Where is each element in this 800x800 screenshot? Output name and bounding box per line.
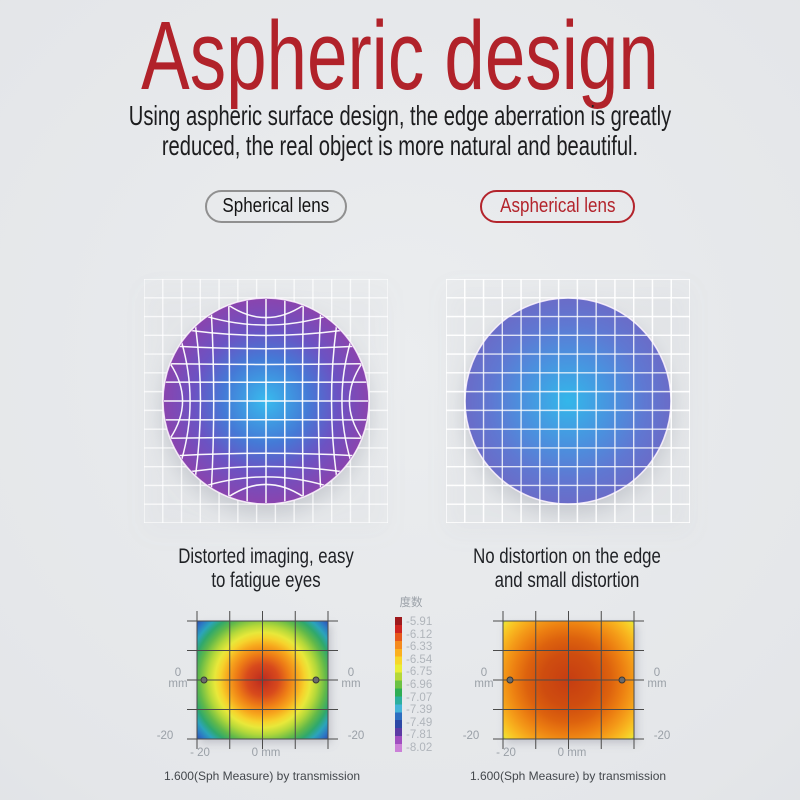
subtitle-line-2: reduced, the real object is more natural… (161, 130, 639, 161)
heatmap-grid-overlay (493, 611, 644, 749)
colorbar-tick-label: -6.12 (406, 628, 433, 641)
page-title: Aspheric design (141, 1, 659, 110)
heatmap-aspherical (493, 611, 644, 749)
aspherical-lens-caption: No distortion on the edge and small dist… (447, 545, 687, 593)
spherical-lens-caption: Distorted imaging, easy to fatigue eyes (146, 545, 386, 593)
axis-label-x-neg20: - 20 (496, 747, 516, 759)
colorbar-tick-label: -7.49 (406, 716, 433, 729)
axis-label-y-neg20-right: -20 (347, 730, 365, 742)
colorbar-tick-label: -7.39 (406, 704, 433, 717)
axis-label-y-zero-left: 0 mm (168, 667, 188, 690)
spherical-caption-line-2: to fatigue eyes (211, 569, 321, 592)
heatmap-footer-right: 1.600(Sph Measure) by transmission (469, 769, 667, 783)
distorted-grid (164, 299, 368, 503)
axis-label-y-zero-right: 0 mm (647, 667, 667, 690)
colorbar-tick-label: -6.33 (406, 641, 433, 654)
colorbar (395, 617, 402, 752)
spherical-lens-badge-label: Spherical lens (222, 195, 330, 217)
heatmap-footer-left: 1.600(Sph Measure) by transmission (163, 769, 361, 783)
aspherical-lens-badge-label: Aspherical lens (499, 195, 616, 217)
measure-dot-marker (506, 676, 514, 684)
regular-grid-over-lens (446, 279, 690, 523)
axis-label-y-neg20-left: -20 (156, 730, 174, 742)
measure-grid-lines (493, 611, 644, 749)
colorbar-tick-label: -6.75 (406, 666, 433, 679)
lens-circle (464, 297, 672, 505)
axis-label-x-zero: 0 mm (557, 747, 587, 759)
spherical-caption-line-1: Distorted imaging, easy (178, 545, 354, 568)
axis-label-x-neg20: - 20 (190, 747, 210, 759)
aspherical-lens-grid (446, 279, 690, 523)
measure-dot-marker (200, 676, 208, 684)
heatmap-spherical (187, 611, 338, 749)
colorbar-tick-label: -6.96 (406, 679, 433, 691)
axis-label-y-zero-right: 0 mm (341, 667, 361, 690)
axis-label-x-zero: 0 mm (251, 747, 281, 759)
spherical-lens-grid (144, 279, 388, 523)
subtitle-line-1: Using aspheric surface design, the edge … (128, 100, 672, 131)
colorbar-tick-label: -7.07 (406, 691, 433, 704)
colorbar-title: 度数 (399, 597, 423, 609)
aspherical-lens-badge: Aspherical lens (480, 190, 635, 223)
axis-label-y-neg20-right: -20 (653, 730, 671, 742)
colorbar-tick-label: -7.81 (406, 729, 433, 742)
aspherical-caption-line-1: No distortion on the edge (473, 545, 661, 568)
colorbar-tick-label: -6.54 (406, 653, 433, 666)
measure-dot-marker (312, 676, 320, 684)
heatmap-grid-overlay (187, 611, 338, 749)
axis-label-y-zero-left: 0 mm (474, 667, 494, 690)
aspherical-caption-line-2: and small distortion (494, 569, 640, 592)
axis-label-y-neg20-left: -20 (462, 730, 480, 742)
measure-dot-marker (618, 676, 626, 684)
colorbar-tick-label: -5.91 (406, 616, 433, 628)
subtitle: Using aspheric surface design, the edge … (112, 101, 688, 161)
spherical-lens-badge: Spherical lens (205, 190, 347, 223)
colorbar-tick-label: -8.02 (406, 742, 433, 754)
